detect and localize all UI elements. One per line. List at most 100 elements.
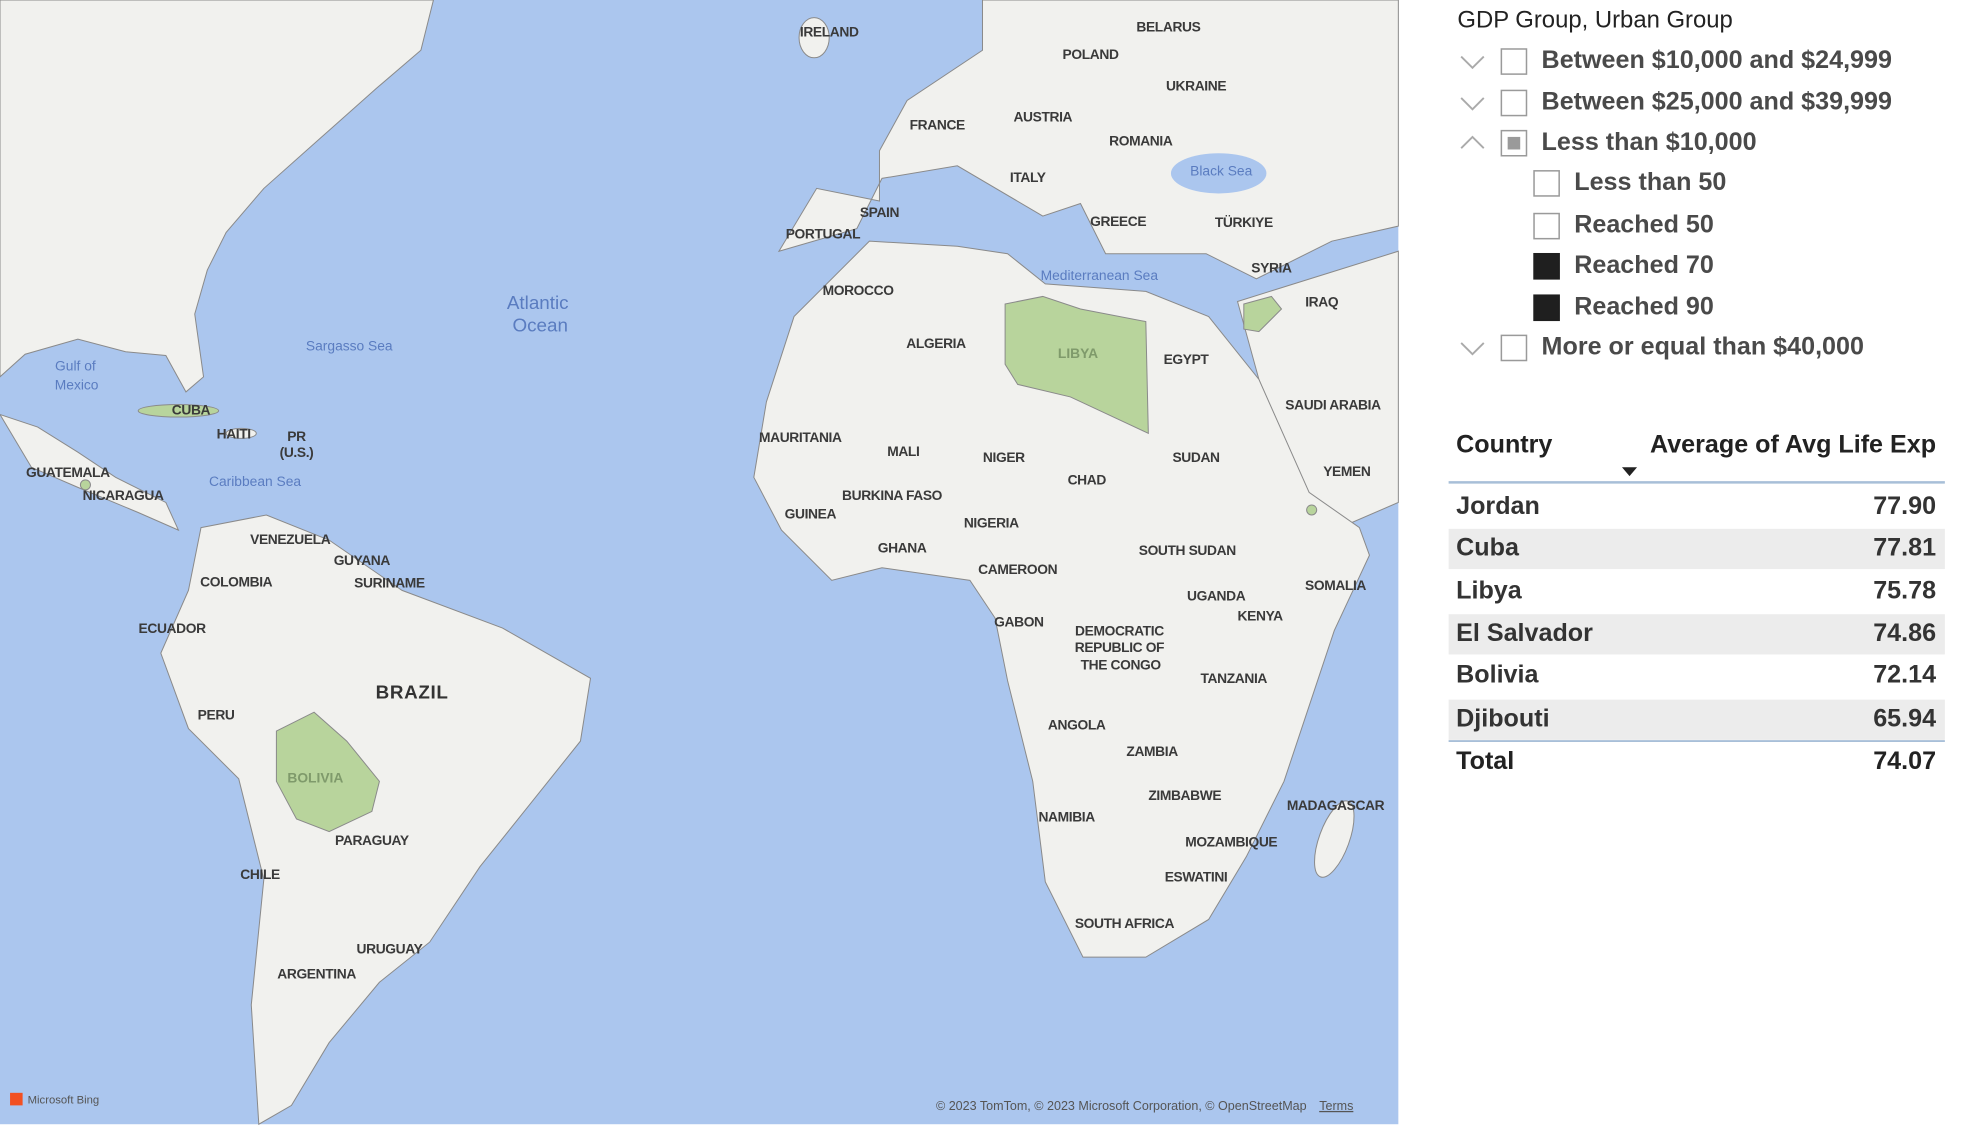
map-label: ECUADOR <box>139 620 207 636</box>
checkbox[interactable] <box>1500 48 1528 75</box>
slicer-item[interactable]: Reached 70 <box>1574 251 1714 279</box>
expand-chevron[interactable] <box>1460 342 1485 356</box>
slicer-item[interactable]: Less than $10,000 <box>1542 128 1757 156</box>
ireland <box>798 17 830 59</box>
map-label: BELARUS <box>1136 18 1200 34</box>
slicer-item[interactable]: Less than 50 <box>1574 168 1726 196</box>
map-label: GUYANA <box>334 552 391 568</box>
map-label: HAITI <box>217 425 251 441</box>
map-label: POLAND <box>1063 46 1119 62</box>
map-label: TANZANIA <box>1201 670 1268 686</box>
map-label: AUSTRIA <box>1013 109 1072 125</box>
checkbox[interactable] <box>1533 212 1560 240</box>
jordan <box>1243 295 1283 333</box>
table-cell: 65.94 <box>1873 704 1936 732</box>
bing-brand: Microsoft Bing <box>28 1094 100 1106</box>
map-label: CUBA <box>172 401 211 417</box>
map-label: ROMANIA <box>1109 133 1173 149</box>
europe <box>777 0 1399 280</box>
djibouti <box>1306 504 1318 516</box>
map-label: Sargasso Sea <box>306 337 393 353</box>
map-label: ESWATINI <box>1165 869 1228 885</box>
map-label: BRAZIL <box>376 681 449 702</box>
map-label: MAURITANIA <box>759 429 842 445</box>
checkbox[interactable] <box>1533 252 1560 280</box>
map-label: BOLIVIA <box>287 769 343 785</box>
black-sea <box>1170 153 1267 194</box>
column-header[interactable]: Average of Avg Life Exp <box>1650 431 1936 459</box>
column-header[interactable]: Country <box>1456 431 1552 459</box>
map-terms[interactable]: Terms <box>1319 1099 1353 1113</box>
map-label: NIGERIA <box>964 514 1019 530</box>
map-label: GABON <box>994 614 1044 630</box>
central-america <box>0 413 180 532</box>
map-label: PARAGUAY <box>335 832 409 848</box>
row-band <box>1448 699 1945 740</box>
map-label: Ocean <box>512 315 567 336</box>
map-label: KENYA <box>1238 607 1284 623</box>
table: Country Average of Avg Life Exp Jordan 77.9… <box>1448 431 1945 775</box>
map-label: SURINAME <box>354 575 425 591</box>
madagascar <box>1314 800 1355 878</box>
table-cell: 74.86 <box>1873 619 1936 647</box>
map-label: Mexico <box>55 376 99 392</box>
map-label: PERU <box>198 707 235 723</box>
map-label: UKRAINE <box>1166 77 1226 93</box>
checkbox[interactable] <box>1500 334 1528 362</box>
map-label: Caribbean Sea <box>209 473 301 489</box>
map-labels: IRELAND BELARUS POLAND UKRAINE FRANCE AUSTRIA… <box>26 18 1385 981</box>
map-label: CHAD <box>1068 472 1107 488</box>
table-cell: Cuba <box>1456 534 1520 562</box>
checkbox[interactable] <box>1533 170 1560 197</box>
map-label: TÜRKIYE <box>1215 214 1273 230</box>
map-label: LIBYA <box>1058 345 1098 361</box>
expand-chevron[interactable] <box>1460 55 1485 70</box>
map-label: SYRIA <box>1251 259 1292 275</box>
slicer-item[interactable]: Between $10,000 and $24,999 <box>1542 46 1892 74</box>
map-label: ALGERIA <box>906 335 966 351</box>
map-label: GREECE <box>1090 213 1146 229</box>
map-label: SOMALIA <box>1305 577 1366 593</box>
table-cell: 77.81 <box>1873 534 1936 562</box>
slicer-item[interactable]: Reached 90 <box>1574 292 1714 320</box>
map-label: Mediterranean Sea <box>1041 267 1159 283</box>
checkbox[interactable] <box>1533 294 1560 322</box>
expand-chevron[interactable] <box>1460 97 1485 111</box>
checkbox[interactable] <box>1500 89 1528 117</box>
slicer-item[interactable]: Reached 50 <box>1574 211 1714 239</box>
map-label: FRANCE <box>910 116 965 132</box>
map-label: ZAMBIA <box>1126 743 1178 759</box>
expand-chevron[interactable] <box>1460 135 1485 149</box>
table-cell: 77.90 <box>1873 492 1936 520</box>
map-label: SOUTH AFRICA <box>1075 915 1175 931</box>
map-label: DEMOCRATIC <box>1075 622 1164 638</box>
map-label: IRELAND <box>800 23 859 39</box>
map-label: PORTUGAL <box>786 226 860 242</box>
map-label: BURKINA FASO <box>842 487 943 503</box>
map-label: CAMEROON <box>978 561 1057 577</box>
table-cell: Libya <box>1456 576 1523 604</box>
map-label: IRAQ <box>1305 293 1339 309</box>
map-label: (U.S.) <box>280 444 314 460</box>
map-label: VENEZUELA <box>250 531 331 547</box>
map-label: GUINEA <box>785 506 837 522</box>
bolivia <box>275 711 380 833</box>
map-label: NIGER <box>983 449 1025 465</box>
africa <box>753 240 1370 958</box>
map-label: ITALY <box>1010 169 1046 185</box>
map-label: MOROCCO <box>823 282 895 298</box>
slicer-item[interactable]: More or equal than $40,000 <box>1542 333 1864 361</box>
slicer-item[interactable]: Between $25,000 and $39,999 <box>1542 88 1892 116</box>
total-cell: 74.07 <box>1873 747 1936 775</box>
map-label: MADAGASCAR <box>1287 797 1385 813</box>
total-cell: Total <box>1456 747 1514 775</box>
map-label: PR <box>287 428 306 444</box>
map-label: GHANA <box>878 540 927 556</box>
map-label: COLOMBIA <box>200 573 273 589</box>
map-label: YEMEN <box>1323 463 1371 479</box>
map-label: MOZAMBIQUE <box>1185 834 1277 850</box>
slicer: GDP Group, Urban Group Between $10,000 a… <box>1457 7 1892 362</box>
map-label: Atlantic <box>507 292 569 313</box>
